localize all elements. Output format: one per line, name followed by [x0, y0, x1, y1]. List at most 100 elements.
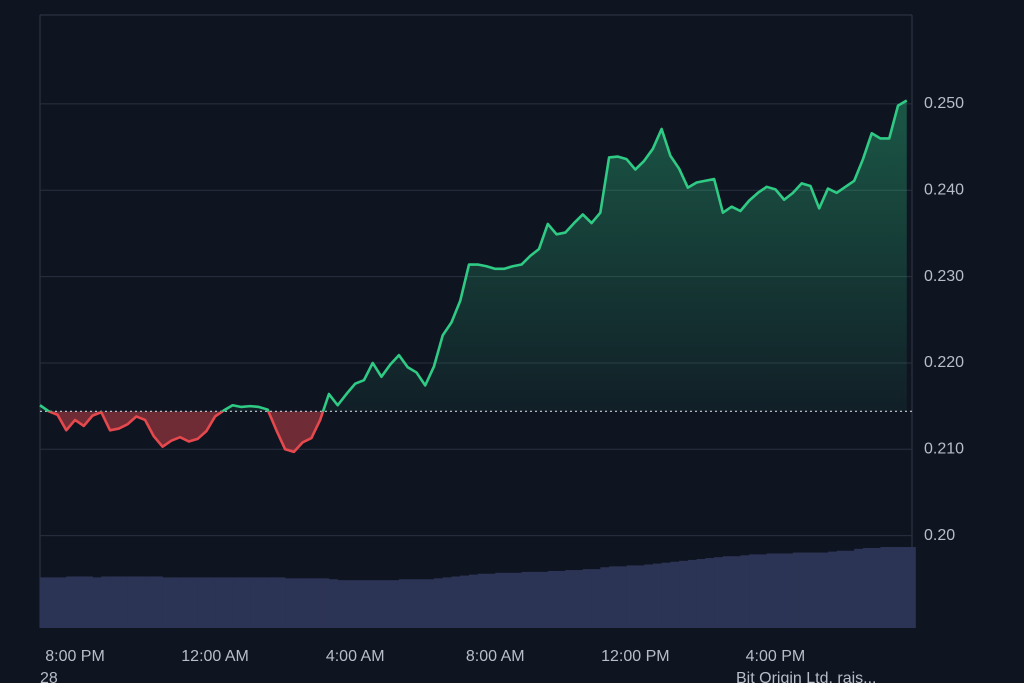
- volume-bar: [372, 580, 382, 628]
- volume-bar: [311, 578, 321, 628]
- volume-bar: [127, 576, 137, 628]
- volume-bar: [521, 571, 531, 628]
- x-tick-label: 4:00 PM: [746, 648, 806, 665]
- volume-bar: [276, 577, 286, 628]
- volume-bar: [215, 577, 225, 628]
- volume-bar: [749, 554, 759, 628]
- y-tick-label: 0.230: [924, 268, 964, 285]
- volume-bar: [757, 554, 767, 628]
- volume-bar: [328, 579, 338, 628]
- volume-bar: [206, 577, 216, 628]
- volume-bar: [381, 580, 391, 628]
- y-tick-label: 0.220: [924, 354, 964, 371]
- volume-bar: [845, 550, 855, 628]
- y-tick-label: 0.210: [924, 440, 964, 457]
- volume-bar: [539, 571, 549, 628]
- x-tick-label: 8:00 PM: [45, 648, 105, 665]
- volume-bar: [416, 579, 426, 628]
- volume-bar: [180, 577, 190, 628]
- volume-bar: [83, 576, 93, 628]
- volume-bar: [906, 547, 916, 628]
- volume-bar: [871, 547, 881, 628]
- volume-bar: [320, 578, 330, 628]
- volume-bar: [285, 578, 295, 628]
- volume-bar: [110, 576, 120, 628]
- volume-bar: [477, 573, 487, 628]
- volume-bar: [547, 570, 557, 628]
- volume-bar: [197, 577, 207, 628]
- volume-bar: [486, 573, 496, 628]
- volume-bar: [460, 575, 470, 628]
- volume-bar: [810, 552, 820, 628]
- volume-bar: [827, 551, 838, 628]
- volume-bar: [468, 574, 479, 628]
- volume-bar: [241, 577, 251, 628]
- volume-bar: [425, 579, 435, 628]
- price-area: [40, 100, 907, 452]
- volume-bar: [679, 560, 689, 628]
- x-tick-label: 12:00 PM: [601, 648, 669, 665]
- volume-bar: [118, 576, 128, 628]
- volume-bar: [92, 577, 102, 628]
- volume-bar: [635, 565, 645, 628]
- volume-bar: [153, 576, 163, 628]
- volume-bar: [302, 578, 312, 628]
- volume-bar: [250, 577, 260, 628]
- volume-bar: [530, 571, 540, 628]
- y-tick-label: 0.240: [924, 181, 964, 198]
- volume-bar: [661, 562, 671, 628]
- volume-bar: [442, 577, 452, 628]
- y-tick-label: 0.20: [924, 527, 955, 544]
- volume-bar: [363, 580, 373, 628]
- volume-bar: [854, 548, 864, 628]
- footer-text: Bit Origin Ltd. rais...: [736, 670, 877, 683]
- volume-bar: [451, 576, 461, 628]
- volume-bar: [66, 576, 76, 628]
- volume-bar: [556, 570, 566, 628]
- x-tick-label: 12:00 AM: [181, 648, 249, 665]
- volume-bar: [171, 577, 181, 628]
- volume-bar: [740, 555, 750, 628]
- volume-bar: [705, 558, 715, 628]
- volume-bar: [652, 563, 662, 628]
- volume-bar: [162, 577, 172, 628]
- volume-bar: [40, 577, 50, 628]
- volume-bar: [792, 552, 802, 628]
- volume-bar: [75, 576, 85, 628]
- volume-bar: [819, 552, 829, 628]
- volume-bar: [512, 572, 522, 628]
- volume-bar: [495, 572, 505, 628]
- volume-bar: [862, 547, 873, 628]
- volume-bar: [136, 576, 146, 628]
- volume-bar: [337, 580, 347, 628]
- footer-text: 28: [40, 670, 58, 683]
- x-tick-label: 8:00 AM: [466, 648, 525, 665]
- volume-bar: [600, 567, 610, 628]
- volume-bar: [565, 570, 575, 628]
- volume-bar: [617, 566, 627, 628]
- volume-bar: [722, 556, 732, 628]
- volume-bar: [188, 577, 198, 628]
- volume-bar: [390, 580, 400, 628]
- x-tick-label: 4:00 AM: [326, 648, 385, 665]
- volume-bar: [407, 579, 417, 628]
- volume-bar: [258, 577, 268, 628]
- volume-bar: [574, 570, 584, 628]
- volume-bar: [293, 578, 303, 628]
- volume-bar: [775, 553, 785, 628]
- volume-bar: [48, 577, 58, 628]
- price-line: [39, 99, 908, 454]
- volume-bar: [504, 572, 514, 628]
- volume-bar: [101, 576, 111, 628]
- volume-bar: [836, 550, 846, 628]
- volume-bar: [591, 569, 601, 628]
- volume-bar: [880, 547, 890, 628]
- volume-bar: [626, 565, 636, 628]
- volume-bar: [644, 564, 654, 628]
- volume-bar: [398, 579, 409, 628]
- volume-bar: [267, 577, 277, 628]
- volume-bar: [897, 547, 908, 628]
- volume-bar: [731, 556, 741, 628]
- volume-bar: [696, 559, 706, 628]
